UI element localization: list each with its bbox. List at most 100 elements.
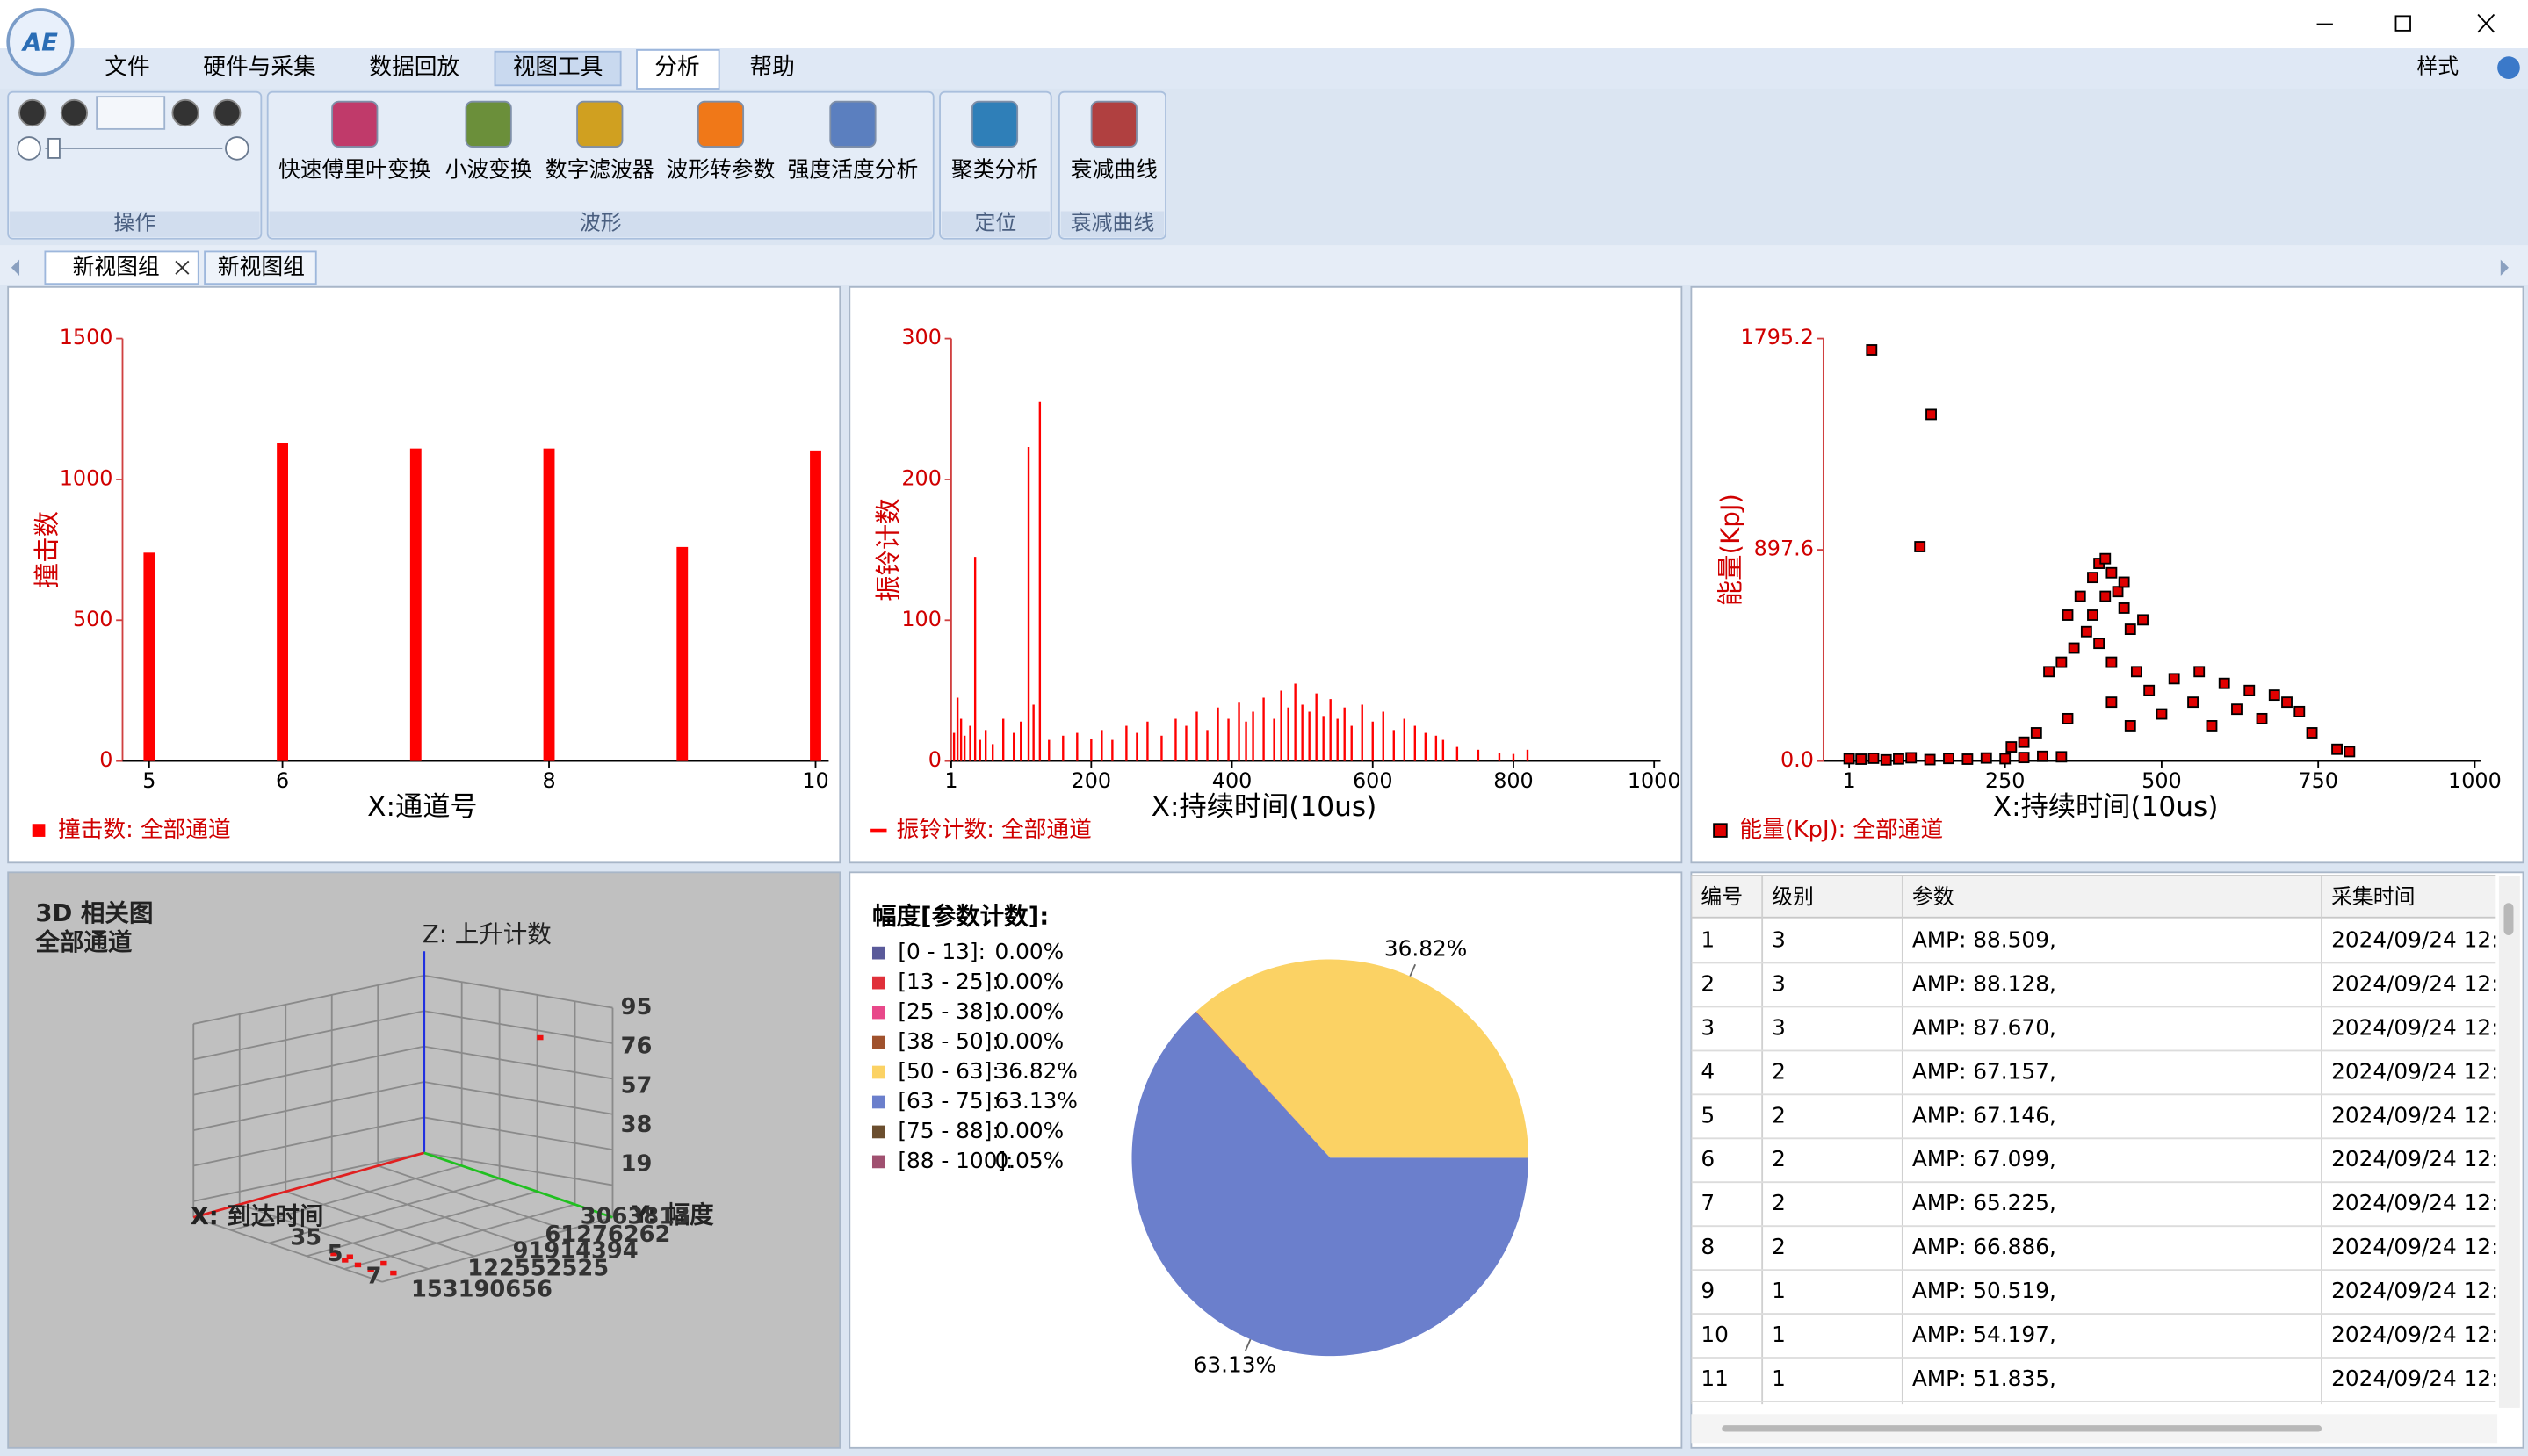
column-header[interactable]: 编号 [1701,884,1743,909]
ribbon-button[interactable]: 波形转参数 [667,157,776,183]
x-tick-label: 1000 [2448,768,2502,793]
legend-value: 0.00% [994,1118,1064,1143]
ribbon-button[interactable]: 强度活度分析 [788,157,919,183]
table-cell: 7 [1701,1190,1715,1215]
ribbon-group-footer [1060,211,1165,237]
zoom-slider-thumb[interactable] [47,137,61,159]
scatter-point [2105,696,2118,709]
menu-item[interactable]: 视图工具 [513,54,603,81]
ribbon-button[interactable]: 快速傅里叶变换 [278,157,430,183]
legend-category: [13 - 25]: [898,969,999,994]
z-axis-label: Z: 上升计数 [423,920,552,948]
tab-scroll-right[interactable] [2500,259,2509,276]
view-tab[interactable] [204,250,317,285]
playback-button[interactable] [60,98,89,127]
help-button[interactable] [2497,56,2520,79]
x-tick-label: 250 [1985,768,2026,793]
table-cell: 2024/09/24 12:2 [2331,1366,2512,1391]
playback-button[interactable] [18,98,47,127]
scroll-thumb[interactable] [1722,1425,2322,1432]
style-menu[interactable]: 样式 [2416,54,2459,79]
grid-line [192,1216,383,1283]
scatter-point [1855,753,1867,765]
point-cloud [380,1260,387,1266]
column-header[interactable]: 级别 [1772,884,1814,909]
zoom-out-button[interactable] [17,136,41,161]
x-tick-label: 400 [1212,768,1253,793]
table-cell: AMP: 50.519, [1912,1278,2056,1303]
x-axis-label: X:通道号 [367,791,477,823]
view-tab[interactable] [44,250,199,285]
menu-item[interactable]: 帮助 [750,54,795,81]
grid-line [193,1045,424,1096]
grid-line [193,1010,424,1061]
grid-line [423,1081,613,1115]
app-logo-button[interactable] [6,8,75,76]
tab-scroll-left[interactable] [11,259,20,276]
view-tab-label[interactable]: 新视图组 [218,254,305,279]
view3d-title: 3D 相关图 [35,899,153,927]
view-tab-label[interactable]: 新视图组 [73,254,160,279]
menu-item[interactable]: 文件 [105,54,149,81]
scatter-point [2093,638,2105,650]
playback-button[interactable] [171,98,199,127]
z-tick-label: 95 [621,994,653,1020]
legend-category: [75 - 88]: [898,1118,999,1143]
column-header[interactable]: 采集时间 [2331,884,2415,909]
ribbon-button[interactable]: 聚类分析 [951,157,1038,183]
grid-line [423,974,613,1009]
scatter-point [2124,623,2136,636]
column-header[interactable]: 参数 [1912,884,1954,909]
table-cell: AMP: 51.835, [1912,1366,2056,1391]
legend-category: [88 - 100]: [898,1148,1013,1173]
ribbon-button[interactable]: 衰减曲线 [1071,157,1158,183]
menu-item[interactable]: 分析 [654,54,699,81]
table-cell: 3 [1701,1014,1715,1040]
x-tick-label: 5 [328,1241,343,1267]
scatter-point [2055,656,2068,668]
scatter-point [2143,684,2156,696]
table-cell: 2024/09/24 12:2 [2331,1058,2512,1084]
bar [810,450,821,761]
table-cell: 2024/09/24 12:2 [2331,970,2512,996]
ribbon-button[interactable]: 数字滤波器 [545,157,654,183]
legend-category: [38 - 50]: [898,1028,999,1054]
ribbon-button-icon [971,100,1019,148]
scatter-point [2068,642,2080,654]
frame-input[interactable] [96,96,166,130]
grid-line [331,1178,521,1244]
z-tick-label: 38 [621,1112,653,1138]
x-tick-label: 200 [1072,768,1112,793]
table-cell: 2 [1772,1190,1786,1215]
scroll-thumb[interactable] [2503,903,2514,935]
x-tick-label: 1 [1843,768,1856,793]
scatter-point [2218,677,2230,689]
scatter-point [2099,552,2112,565]
scatter-point [1880,753,1892,766]
scatter-point [2268,689,2280,702]
table-cell: 8 [1701,1234,1715,1259]
menu-item[interactable]: 数据回放 [369,54,459,81]
scatter-point [1961,753,1974,765]
ribbon-group [1058,90,1166,240]
zoom-in-button[interactable] [225,136,249,161]
pie-slice [1195,959,1529,1158]
pie-label: 36.82% [1384,935,1467,961]
legend-label: 能量(KpJ): 全部通道 [1739,817,1943,843]
playback-button[interactable] [213,98,242,127]
table-cell: 2024/09/24 12:2 [2331,1190,2512,1215]
x-tick-label: 500 [2142,768,2182,793]
table-cell: 3 [1772,1014,1786,1040]
ribbon-button[interactable]: 小波变换 [445,157,532,183]
ribbon-button-icon [697,100,745,148]
scatter-point [2105,656,2118,668]
ribbon-group-label: 操作 [113,211,155,235]
scatter-point [2331,743,2343,755]
menu-item[interactable]: 硬件与采集 [203,54,315,81]
table-header [1691,875,2496,919]
table-cell: AMP: 88.509, [1912,927,2056,953]
table-cell: 9 [1701,1278,1715,1303]
scatter-point [1843,753,1855,765]
